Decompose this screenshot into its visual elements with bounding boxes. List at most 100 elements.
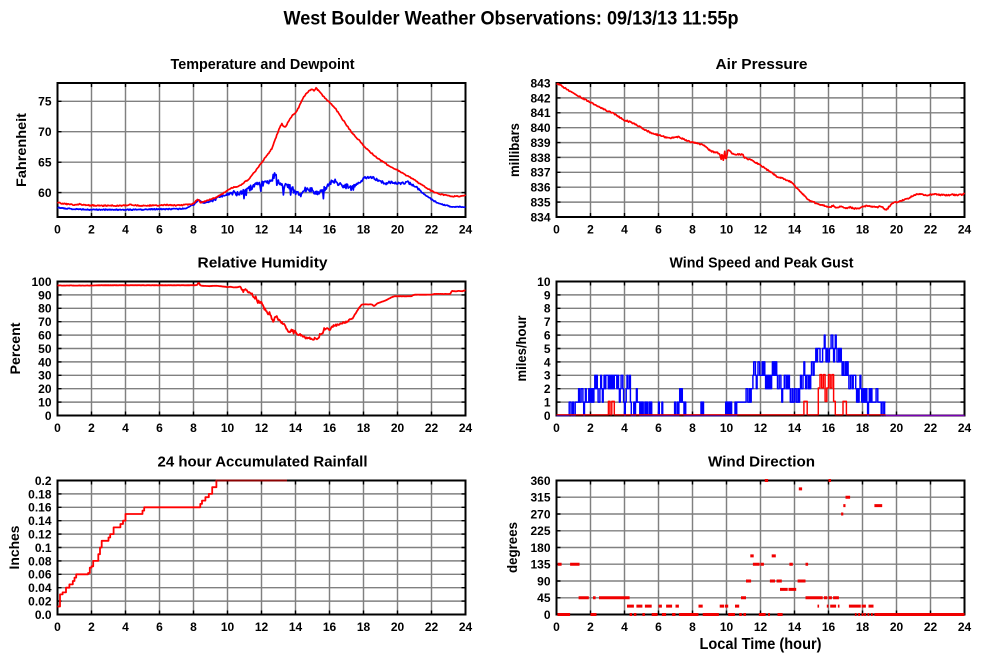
svg-text:0.06: 0.06 — [28, 568, 52, 582]
svg-text:10: 10 — [38, 396, 52, 410]
svg-text:12: 12 — [255, 223, 269, 237]
svg-text:225: 225 — [530, 524, 550, 538]
svg-text:24: 24 — [958, 223, 972, 237]
svg-text:0.1: 0.1 — [35, 541, 52, 555]
svg-text:6: 6 — [655, 421, 662, 435]
svg-text:14: 14 — [289, 223, 303, 237]
svg-text:835: 835 — [530, 196, 550, 210]
svg-text:842: 842 — [530, 91, 550, 105]
svg-text:12: 12 — [754, 223, 768, 237]
svg-text:75: 75 — [38, 95, 52, 109]
svg-text:0.08: 0.08 — [28, 554, 52, 568]
svg-text:Air Pressure: Air Pressure — [716, 56, 808, 73]
svg-text:20: 20 — [38, 382, 52, 396]
svg-text:30: 30 — [38, 369, 52, 383]
svg-text:18: 18 — [357, 223, 371, 237]
svg-text:270: 270 — [530, 507, 550, 521]
svg-text:2: 2 — [587, 223, 594, 237]
svg-text:22: 22 — [425, 421, 439, 435]
svg-text:4: 4 — [122, 223, 129, 237]
svg-text:12: 12 — [754, 421, 768, 435]
svg-text:24: 24 — [958, 620, 972, 634]
svg-text:8: 8 — [544, 302, 551, 316]
svg-text:18: 18 — [856, 223, 870, 237]
svg-text:840: 840 — [530, 121, 550, 135]
svg-text:843: 843 — [530, 76, 550, 90]
svg-text:7: 7 — [544, 315, 551, 329]
svg-text:14: 14 — [788, 223, 802, 237]
svg-text:2: 2 — [587, 421, 594, 435]
svg-text:2: 2 — [88, 421, 95, 435]
svg-text:6: 6 — [544, 329, 551, 343]
svg-text:10: 10 — [720, 421, 734, 435]
svg-text:0: 0 — [45, 409, 52, 423]
svg-text:18: 18 — [357, 620, 371, 634]
svg-text:24: 24 — [459, 620, 473, 634]
svg-text:10: 10 — [537, 275, 551, 289]
svg-text:6: 6 — [655, 223, 662, 237]
svg-text:Percent: Percent — [7, 322, 23, 374]
svg-text:0.18: 0.18 — [28, 487, 52, 501]
svg-text:16: 16 — [323, 620, 337, 634]
svg-text:0: 0 — [54, 421, 61, 435]
svg-text:24: 24 — [958, 421, 972, 435]
svg-text:Wind Direction: Wind Direction — [708, 454, 815, 471]
svg-text:8: 8 — [190, 421, 197, 435]
svg-text:22: 22 — [425, 223, 439, 237]
svg-text:6: 6 — [156, 421, 163, 435]
svg-text:8: 8 — [190, 620, 197, 634]
svg-text:18: 18 — [856, 421, 870, 435]
svg-text:12: 12 — [255, 620, 269, 634]
svg-text:180: 180 — [530, 541, 550, 555]
svg-text:70: 70 — [38, 315, 52, 329]
svg-text:16: 16 — [323, 421, 337, 435]
svg-text:65: 65 — [38, 156, 52, 170]
svg-text:839: 839 — [530, 136, 550, 150]
svg-text:20: 20 — [391, 620, 405, 634]
svg-text:2: 2 — [88, 620, 95, 634]
svg-text:Wind Speed and Peak Gust: Wind Speed and Peak Gust — [670, 255, 854, 272]
svg-text:135: 135 — [530, 558, 550, 572]
svg-text:45: 45 — [537, 591, 551, 605]
svg-text:90: 90 — [537, 574, 551, 588]
svg-text:14: 14 — [788, 620, 802, 634]
svg-text:50: 50 — [38, 342, 52, 356]
svg-text:Inches: Inches — [6, 525, 22, 569]
svg-text:360: 360 — [530, 474, 550, 488]
svg-text:5: 5 — [544, 342, 551, 356]
svg-text:8: 8 — [689, 620, 696, 634]
svg-text:8: 8 — [689, 421, 696, 435]
svg-text:24 hour Accumulated Rainfall: 24 hour Accumulated Rainfall — [158, 454, 368, 471]
svg-text:2: 2 — [587, 620, 594, 634]
svg-text:miles/hour: miles/hour — [513, 315, 529, 382]
svg-text:0: 0 — [553, 421, 560, 435]
svg-text:22: 22 — [924, 620, 938, 634]
svg-text:20: 20 — [391, 421, 405, 435]
svg-text:12: 12 — [754, 620, 768, 634]
svg-text:4: 4 — [122, 421, 129, 435]
svg-text:16: 16 — [822, 421, 836, 435]
svg-text:20: 20 — [890, 223, 904, 237]
svg-text:millibars: millibars — [506, 123, 522, 177]
svg-text:80: 80 — [38, 302, 52, 316]
svg-text:4: 4 — [544, 355, 551, 369]
svg-text:10: 10 — [221, 620, 235, 634]
svg-text:0: 0 — [544, 608, 551, 622]
svg-text:836: 836 — [530, 181, 550, 195]
svg-text:Local Time (hour): Local Time (hour) — [700, 636, 822, 653]
svg-text:4: 4 — [621, 620, 628, 634]
svg-text:18: 18 — [357, 421, 371, 435]
svg-text:20: 20 — [890, 620, 904, 634]
svg-text:838: 838 — [530, 151, 550, 165]
svg-text:Temperature and Dewpoint: Temperature and Dewpoint — [171, 56, 355, 73]
svg-text:10: 10 — [221, 421, 235, 435]
svg-text:West Boulder Weather Observati: West Boulder Weather Observations: 09/13… — [284, 9, 739, 30]
svg-text:0.12: 0.12 — [28, 528, 52, 542]
svg-text:4: 4 — [621, 223, 628, 237]
svg-text:10: 10 — [720, 223, 734, 237]
svg-text:24: 24 — [459, 421, 473, 435]
svg-text:0.0: 0.0 — [35, 608, 52, 622]
svg-text:834: 834 — [530, 210, 550, 224]
svg-text:6: 6 — [156, 223, 163, 237]
svg-text:40: 40 — [38, 355, 52, 369]
